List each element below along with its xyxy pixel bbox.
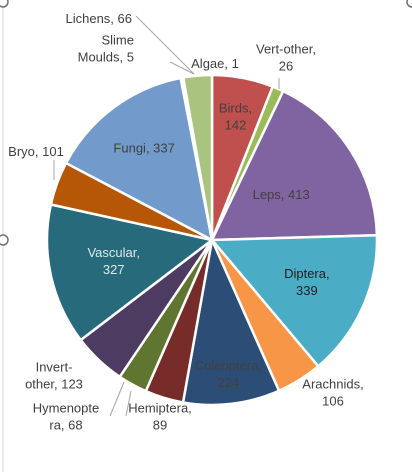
- data-label-hemiptera: Hemiptera, 89: [128, 401, 192, 433]
- slice-coleoptera[interactable]: [181, 238, 281, 407]
- pie-slices: [45, 73, 379, 407]
- slice-fungi[interactable]: [64, 76, 214, 242]
- data-label-diptera: Diptera, 339: [284, 266, 330, 298]
- leader-lines: [53, 15, 280, 417]
- slice-diptera[interactable]: [210, 234, 379, 368]
- data-label-coleoptera: Coleoptera, 224: [195, 358, 262, 390]
- data-label-lichens: Lichens, 66: [66, 11, 133, 26]
- leader-line-hemiptera: [125, 390, 132, 417]
- leader-line-lichens: [135, 15, 195, 75]
- slice-lichens[interactable]: [181, 73, 214, 242]
- leader-line-hymenoptera: [109, 381, 125, 417]
- slice-vascular[interactable]: [45, 203, 214, 342]
- data-label-algae: Algae, 1: [191, 56, 239, 71]
- data-label-leps: Leps, 413: [253, 187, 310, 202]
- slice-leps[interactable]: [210, 89, 379, 242]
- resize-handle-top-left[interactable]: [0, 0, 9, 8]
- data-label-vert-other: Vert-other, 26: [256, 42, 316, 74]
- data-label-birds: Birds, 142: [219, 100, 252, 132]
- data-label-fungi: Fungi, 337: [113, 141, 174, 156]
- data-label-vascular: Vascular, 327: [87, 245, 140, 277]
- data-label-bryo: Bryo, 101: [8, 144, 64, 159]
- data-label-invert-other: Invert-other, 123: [25, 360, 83, 392]
- data-label-arachnids: Arachnids, 106: [302, 377, 363, 409]
- data-label-slime-moulds: Slime Moulds, 5: [78, 33, 134, 65]
- resize-handle-top-right[interactable]: [406, 0, 412, 8]
- data-label-hymenoptera: Hymenopte ra, 68: [33, 401, 99, 433]
- resize-handle-middle-left[interactable]: [0, 234, 9, 246]
- leader-line-slime-moulds: [169, 61, 195, 75]
